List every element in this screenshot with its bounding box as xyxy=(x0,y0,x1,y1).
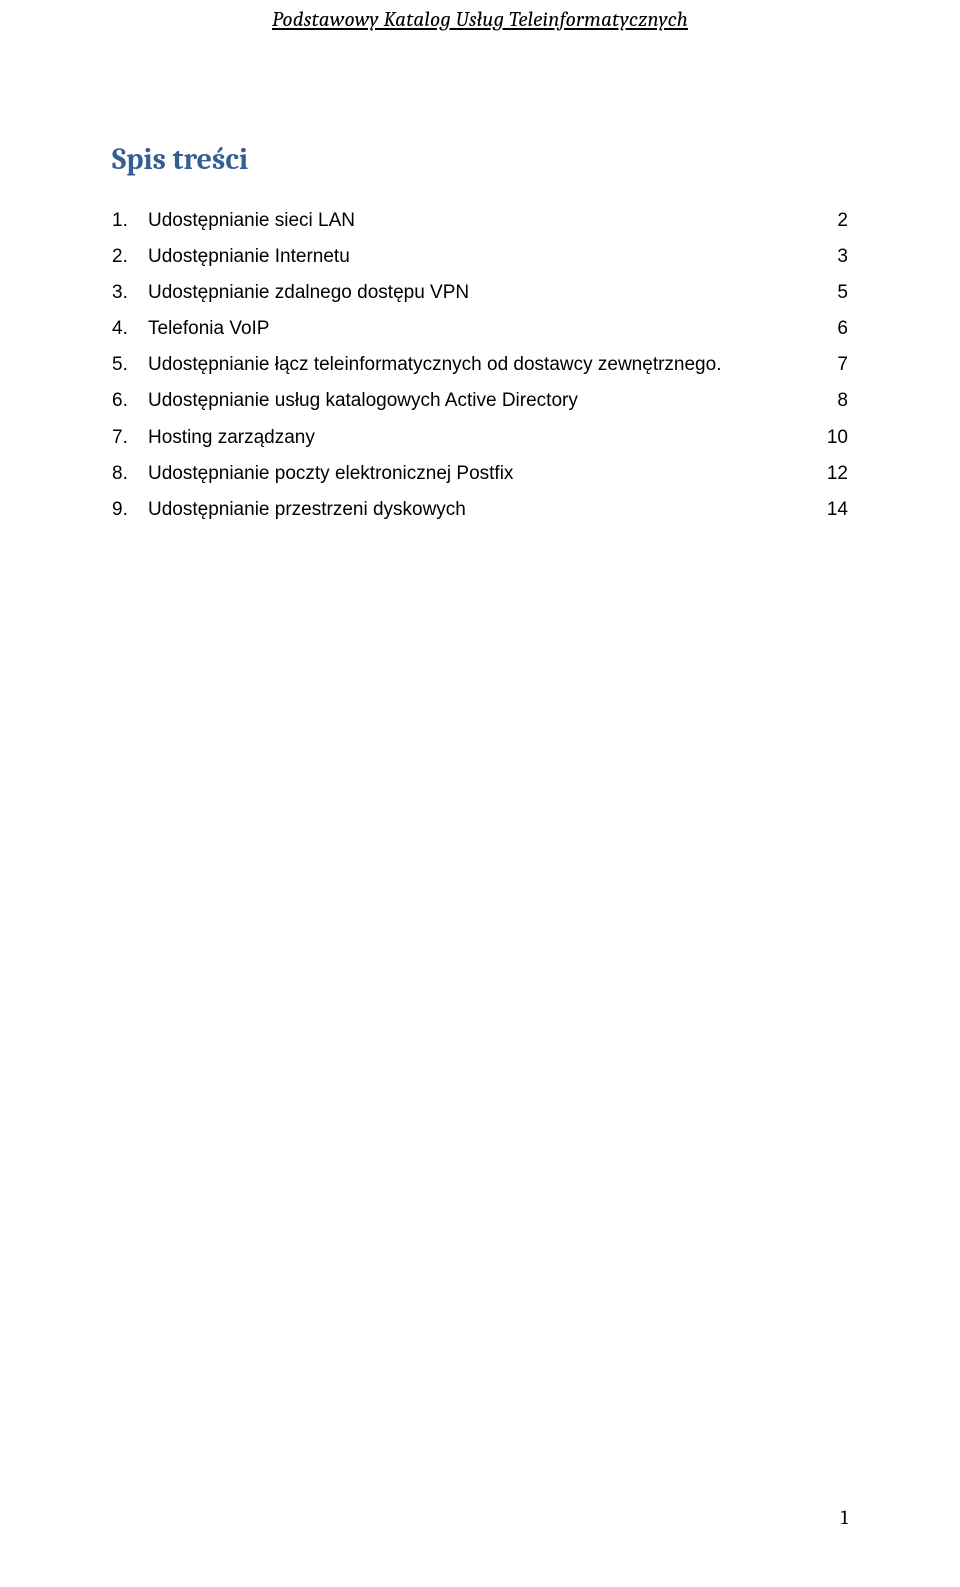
toc-entry: 8. Udostępnianie poczty elektronicznej P… xyxy=(112,456,848,492)
toc-entry-text: Udostępnianie poczty elektronicznej Post… xyxy=(148,456,513,492)
toc-entry-page: 7 xyxy=(818,347,848,383)
toc-entry-number: 6. xyxy=(112,383,148,419)
toc-entry: 6. Udostępnianie usług katalogowych Acti… xyxy=(112,383,848,419)
toc-entry-number: 8. xyxy=(112,456,148,492)
toc-entry-text: Udostępnianie przestrzeni dyskowych xyxy=(148,492,466,528)
toc-entry-text: Udostępnianie łącz teleinformatycznych o… xyxy=(148,347,721,383)
toc-entry-text: Telefonia VoIP xyxy=(148,311,269,347)
toc-entry-text: Udostępnianie zdalnego dostępu VPN xyxy=(148,275,469,311)
toc-entry-page: 6 xyxy=(818,311,848,347)
toc-entry-page: 8 xyxy=(818,383,848,419)
toc-entry-page: 3 xyxy=(818,239,848,275)
toc-entry: 1. Udostępnianie sieci LAN 2 xyxy=(112,203,848,239)
toc-entry-number: 4. xyxy=(112,311,148,347)
toc-entry-page: 5 xyxy=(818,275,848,311)
running-header: Podstawowy Katalog Usług Teleinformatycz… xyxy=(112,0,848,32)
toc-entry: 3. Udostępnianie zdalnego dostępu VPN 5 xyxy=(112,275,848,311)
toc-entry-number: 3. xyxy=(112,275,148,311)
toc-entry-text: Hosting zarządzany xyxy=(148,420,315,456)
toc-entry-text: Udostępnianie sieci LAN xyxy=(148,203,355,239)
toc-entry: 7. Hosting zarządzany 10 xyxy=(112,420,848,456)
toc-entry-page: 12 xyxy=(818,456,848,492)
toc-title: Spis treści xyxy=(112,142,848,177)
toc-entry-text: Udostępnianie usług katalogowych Active … xyxy=(148,383,578,419)
toc-entry-number: 9. xyxy=(112,492,148,528)
toc-entry: 5. Udostępnianie łącz teleinformatycznyc… xyxy=(112,347,848,383)
toc-list: 1. Udostępnianie sieci LAN 2 2. Udostępn… xyxy=(112,203,848,528)
toc-entry-number: 5. xyxy=(112,347,148,383)
toc-entry: 2. Udostępnianie Internetu 3 xyxy=(112,239,848,275)
toc-entry: 4. Telefonia VoIP 6 xyxy=(112,311,848,347)
toc-entry-page: 14 xyxy=(818,492,848,528)
toc-entry-number: 2. xyxy=(112,239,148,275)
toc-entry-page: 10 xyxy=(818,420,848,456)
toc-entry-number: 7. xyxy=(112,420,148,456)
toc-entry: 9. Udostępnianie przestrzeni dyskowych 1… xyxy=(112,492,848,528)
toc-entry-text: Udostępnianie Internetu xyxy=(148,239,350,275)
toc-entry-page: 2 xyxy=(818,203,848,239)
toc-entry-number: 1. xyxy=(112,203,148,239)
page-number: 1 xyxy=(841,1506,848,1529)
page: Podstawowy Katalog Usług Teleinformatycz… xyxy=(0,0,960,1587)
